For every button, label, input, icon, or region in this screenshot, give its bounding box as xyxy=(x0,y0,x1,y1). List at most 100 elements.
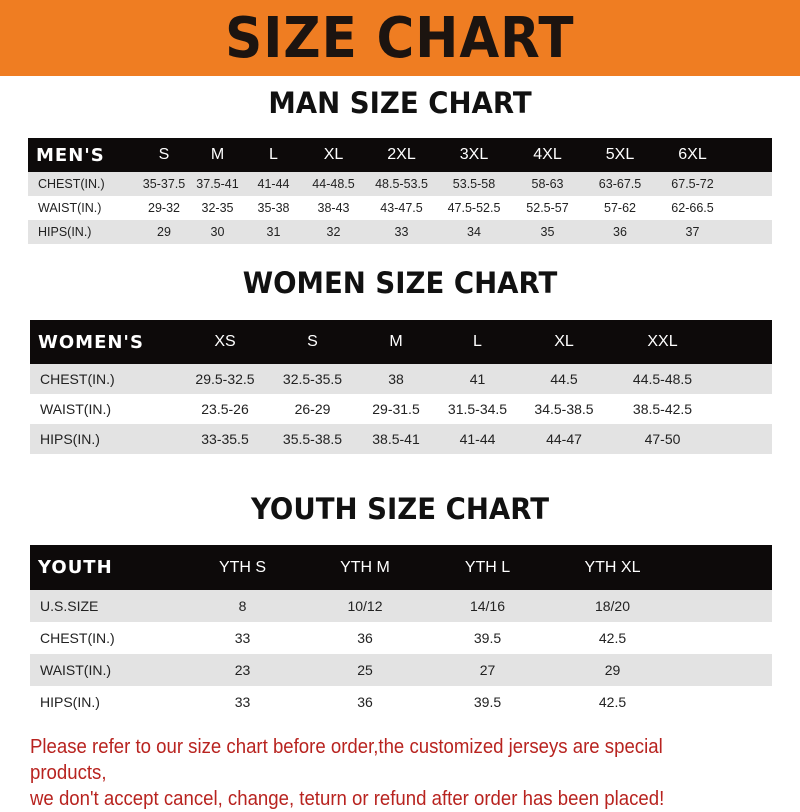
table-cell: 32-35 xyxy=(190,196,245,220)
size-column-header: 5XL xyxy=(585,138,655,172)
table-cell: 14/16 xyxy=(425,590,550,622)
size-column-header: S xyxy=(270,320,355,364)
men-section-title: MAN SIZE CHART xyxy=(268,86,532,120)
men-header-row: MEN'S S M L XL 2XL 3XL 4XL 5XL 6XL xyxy=(28,138,772,172)
women-header-row: WOMEN'S XS S M L XL XXL xyxy=(30,320,772,364)
table-cell: 33 xyxy=(180,622,305,654)
women-size-table: WOMEN'S XS S M L XL XXL CHEST(IN.) 29.5-32.5 32.5… xyxy=(30,320,772,454)
table-cell: 47-50 xyxy=(610,424,715,454)
men-size-table: MEN'S S M L XL 2XL 3XL 4XL 5XL 6XL CHEST(IN.) 35-37… xyxy=(28,138,772,244)
header-filler xyxy=(730,138,772,172)
youth-section-title: YOUTH SIZE CHART xyxy=(250,492,550,526)
table-cell: 18/20 xyxy=(550,590,675,622)
row-label: U.S.SIZE xyxy=(30,590,180,622)
row-filler xyxy=(675,622,772,654)
size-column-header: M xyxy=(355,320,437,364)
table-cell: 63-67.5 xyxy=(585,172,655,196)
size-column-header: 3XL xyxy=(438,138,510,172)
table-cell: 42.5 xyxy=(550,686,675,718)
table-cell: 10/12 xyxy=(305,590,425,622)
table-cell: 8 xyxy=(180,590,305,622)
table-cell: 38.5-42.5 xyxy=(610,394,715,424)
table-cell: 33-35.5 xyxy=(180,424,270,454)
table-cell: 58-63 xyxy=(510,172,585,196)
row-filler xyxy=(675,590,772,622)
row-label: CHEST(IN.) xyxy=(30,622,180,654)
row-filler xyxy=(730,196,772,220)
size-column-header: M xyxy=(190,138,245,172)
size-column-header: YTH XL xyxy=(550,545,675,590)
table-row: CHEST(IN.) 33 36 39.5 42.5 xyxy=(30,622,772,654)
table-corner-label: YOUTH xyxy=(30,545,180,590)
table-cell: 33 xyxy=(365,220,438,244)
table-cell: 41 xyxy=(437,364,518,394)
table-cell: 57-62 xyxy=(585,196,655,220)
notice-line-1: Please refer to our size chart before or… xyxy=(30,736,663,784)
women-section-title: WOMEN SIZE CHART xyxy=(242,266,558,300)
table-cell: 38 xyxy=(355,364,437,394)
banner-title: SIZE CHART xyxy=(225,5,575,71)
table-cell: 37.5-41 xyxy=(190,172,245,196)
table-cell: 26-29 xyxy=(270,394,355,424)
table-cell: 38-43 xyxy=(302,196,365,220)
table-cell: 35 xyxy=(510,220,585,244)
table-cell: 39.5 xyxy=(425,622,550,654)
table-cell: 53.5-58 xyxy=(438,172,510,196)
table-cell: 36 xyxy=(305,686,425,718)
row-label: HIPS(IN.) xyxy=(30,424,180,454)
table-cell: 30 xyxy=(190,220,245,244)
table-cell: 29 xyxy=(550,654,675,686)
table-cell: 41-44 xyxy=(437,424,518,454)
size-column-header: L xyxy=(437,320,518,364)
table-row: WAIST(IN.) 23 25 27 29 xyxy=(30,654,772,686)
table-row: WAIST(IN.) 29-32 32-35 35-38 38-43 43-47.5 47.… xyxy=(28,196,772,220)
table-cell: 33 xyxy=(180,686,305,718)
row-label: CHEST(IN.) xyxy=(30,364,180,394)
table-cell: 44-47 xyxy=(518,424,610,454)
row-filler xyxy=(715,394,772,424)
size-column-header: 6XL xyxy=(655,138,730,172)
table-cell: 39.5 xyxy=(425,686,550,718)
table-cell: 34 xyxy=(438,220,510,244)
table-cell: 44-48.5 xyxy=(302,172,365,196)
youth-size-table: YOUTH YTH S YTH M YTH L YTH XL U.S.SIZE 8 10/12… xyxy=(30,545,772,718)
table-cell: 29-31.5 xyxy=(355,394,437,424)
table-row: CHEST(IN.) 35-37.5 37.5-41 41-44 44-48.5 48.5… xyxy=(28,172,772,196)
table-cell: 23.5-26 xyxy=(180,394,270,424)
table-cell: 44.5-48.5 xyxy=(610,364,715,394)
row-filler xyxy=(715,364,772,394)
table-cell: 67.5-72 xyxy=(655,172,730,196)
table-cell: 25 xyxy=(305,654,425,686)
size-column-header: YTH S xyxy=(180,545,305,590)
table-cell: 52.5-57 xyxy=(510,196,585,220)
table-cell: 31.5-34.5 xyxy=(437,394,518,424)
table-cell: 35-37.5 xyxy=(138,172,190,196)
row-label: WAIST(IN.) xyxy=(30,654,180,686)
table-row: HIPS(IN.) 29 30 31 32 33 34 35 36 37 xyxy=(28,220,772,244)
table-cell: 31 xyxy=(245,220,302,244)
table-cell: 41-44 xyxy=(245,172,302,196)
table-cell: 47.5-52.5 xyxy=(438,196,510,220)
table-row: HIPS(IN.) 33 36 39.5 42.5 xyxy=(30,686,772,718)
table-row: HIPS(IN.) 33-35.5 35.5-38.5 38.5-41 41-44 44-… xyxy=(30,424,772,454)
table-row: U.S.SIZE 8 10/12 14/16 18/20 xyxy=(30,590,772,622)
row-filler xyxy=(675,686,772,718)
size-column-header: XL xyxy=(302,138,365,172)
size-column-header: YTH M xyxy=(305,545,425,590)
size-column-header: 4XL xyxy=(510,138,585,172)
table-cell: 44.5 xyxy=(518,364,610,394)
table-cell: 35-38 xyxy=(245,196,302,220)
size-column-header: XL xyxy=(518,320,610,364)
row-filler xyxy=(730,220,772,244)
header-filler xyxy=(675,545,772,590)
table-cell: 35.5-38.5 xyxy=(270,424,355,454)
table-corner-label: MEN'S xyxy=(28,138,138,172)
size-column-header: XXL xyxy=(610,320,715,364)
table-cell: 34.5-38.5 xyxy=(518,394,610,424)
order-notice: Please refer to our size chart before or… xyxy=(30,734,737,812)
table-cell: 43-47.5 xyxy=(365,196,438,220)
table-cell: 23 xyxy=(180,654,305,686)
row-filler xyxy=(715,424,772,454)
banner: SIZE CHART xyxy=(0,0,800,76)
table-cell: 27 xyxy=(425,654,550,686)
